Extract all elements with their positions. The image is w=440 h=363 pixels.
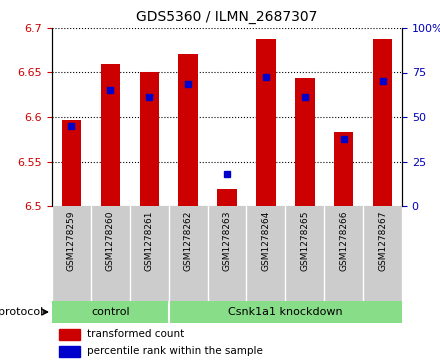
Bar	[334, 132, 353, 206]
Text: GSM1278261: GSM1278261	[145, 211, 154, 271]
Text: protocol: protocol	[0, 307, 43, 317]
Text: GSM1278260: GSM1278260	[106, 211, 115, 271]
Text: percentile rank within the sample: percentile rank within the sample	[87, 347, 263, 356]
Text: GSM1278266: GSM1278266	[339, 211, 348, 271]
Title: GDS5360 / ILMN_2687307: GDS5360 / ILMN_2687307	[136, 10, 318, 24]
Bar	[295, 78, 315, 206]
Bar	[139, 73, 159, 206]
Text: control: control	[91, 307, 130, 317]
Bar	[256, 39, 275, 206]
Text: GSM1278263: GSM1278263	[223, 211, 231, 271]
Bar	[59, 329, 80, 340]
Bar	[373, 39, 392, 206]
Text: GSM1278259: GSM1278259	[67, 211, 76, 271]
Text: transformed count: transformed count	[87, 329, 184, 339]
Text: GSM1278262: GSM1278262	[183, 211, 193, 271]
Bar	[178, 54, 198, 206]
Text: GSM1278267: GSM1278267	[378, 211, 387, 271]
Bar	[217, 189, 237, 206]
Bar	[62, 120, 81, 206]
Text: GSM1278264: GSM1278264	[261, 211, 271, 271]
Text: GSM1278265: GSM1278265	[300, 211, 309, 271]
Bar	[59, 346, 80, 357]
Bar	[101, 64, 120, 206]
Text: Csnk1a1 knockdown: Csnk1a1 knockdown	[228, 307, 343, 317]
